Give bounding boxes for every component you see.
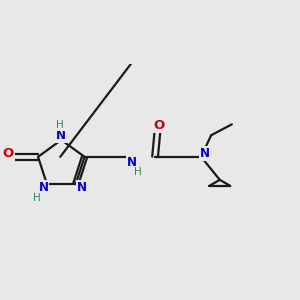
Text: O: O: [2, 147, 14, 160]
Text: N: N: [127, 155, 137, 169]
Text: N: N: [200, 147, 209, 160]
Text: H: H: [33, 193, 41, 203]
Text: N: N: [56, 129, 66, 142]
Text: N: N: [38, 181, 49, 194]
Text: O: O: [153, 119, 164, 132]
Text: H: H: [134, 167, 142, 177]
Text: N: N: [77, 181, 87, 194]
Text: H: H: [56, 120, 64, 130]
